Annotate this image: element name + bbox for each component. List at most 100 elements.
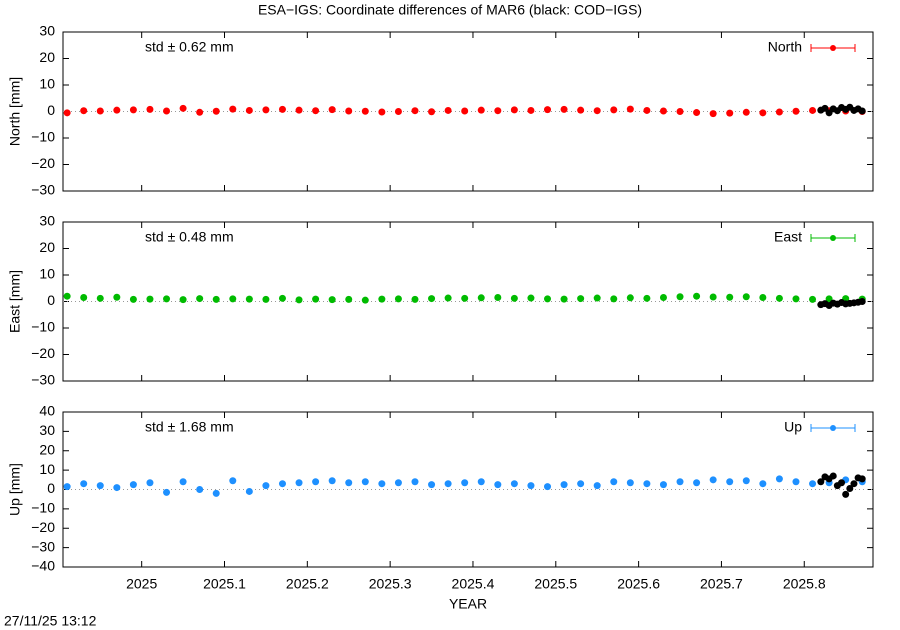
data-point <box>544 483 552 491</box>
y-axis-label: North [mm] <box>7 77 23 146</box>
data-point <box>278 294 286 302</box>
data-point <box>693 109 701 117</box>
data-point <box>726 293 734 301</box>
data-point <box>643 294 651 302</box>
data-point <box>494 294 502 302</box>
data-point <box>361 478 369 486</box>
y-tick-label: 0 <box>47 480 55 496</box>
data-point <box>345 107 353 115</box>
data-point <box>146 105 154 113</box>
data-point <box>742 477 750 485</box>
data-point <box>626 294 634 302</box>
data-point <box>295 296 303 304</box>
y-tick-label: 40 <box>39 403 55 419</box>
data-point <box>163 107 171 115</box>
y-tick-label: −30 <box>31 372 55 388</box>
data-point <box>394 479 402 487</box>
data-point <box>444 106 452 114</box>
data-point <box>245 487 253 495</box>
data-point <box>295 106 303 114</box>
y-tick-label: −10 <box>31 319 55 335</box>
data-point <box>510 480 518 488</box>
data-point <box>411 295 419 303</box>
data-point <box>196 295 204 303</box>
data-point <box>742 108 750 116</box>
data-point <box>229 105 237 113</box>
data-point <box>676 108 684 115</box>
data-point <box>63 109 71 117</box>
y-tick-label: −40 <box>31 558 55 574</box>
data-point <box>179 296 187 304</box>
data-point <box>96 294 104 302</box>
y-tick-label: −20 <box>31 155 55 171</box>
x-tick-label: 2025.2 <box>286 576 329 592</box>
data-point <box>659 481 667 489</box>
y-tick-label: 30 <box>39 213 55 229</box>
data-point <box>80 480 88 488</box>
data-point <box>229 295 237 303</box>
data-point <box>444 480 452 488</box>
data-point <box>212 295 220 303</box>
data-point <box>163 295 171 303</box>
y-tick-label: −30 <box>31 538 55 554</box>
data-point <box>345 479 353 487</box>
data-point <box>113 293 121 301</box>
data-point <box>262 295 270 303</box>
annotation: std ± 0.48 mm <box>145 229 234 245</box>
y-tick-label: −30 <box>31 182 55 198</box>
data-point <box>312 295 320 303</box>
data-point <box>80 294 88 302</box>
y-tick-label: 10 <box>39 266 55 282</box>
y-tick-label: 10 <box>39 76 55 92</box>
data-point <box>560 105 568 113</box>
data-point <box>278 480 286 488</box>
data-point <box>245 106 253 114</box>
data-point <box>593 107 601 115</box>
data-point <box>858 475 866 483</box>
data-point <box>477 106 485 114</box>
data-point <box>113 484 121 492</box>
data-point <box>378 108 386 116</box>
data-point <box>838 479 846 487</box>
data-point <box>759 294 767 302</box>
data-point <box>361 296 369 304</box>
data-point <box>461 479 469 487</box>
data-point <box>428 481 436 489</box>
data-point <box>817 478 825 486</box>
y-axis-label: Up [mm] <box>7 463 23 516</box>
x-tick-label: 2025.5 <box>534 576 577 592</box>
data-point <box>846 485 854 493</box>
legend-symbol <box>830 45 836 51</box>
data-point <box>361 107 369 115</box>
data-point <box>461 294 469 302</box>
data-point <box>577 106 585 114</box>
data-point <box>858 107 866 115</box>
data-point <box>829 472 837 480</box>
data-point <box>328 106 336 114</box>
y-tick-label: 0 <box>47 292 55 308</box>
data-point <box>146 295 154 303</box>
data-point <box>229 477 237 485</box>
data-point <box>411 478 419 486</box>
data-point <box>129 295 137 303</box>
data-point <box>494 481 502 489</box>
data-point <box>792 295 800 303</box>
data-point <box>792 478 800 486</box>
data-point <box>610 295 618 303</box>
data-point <box>775 475 783 483</box>
data-point <box>494 107 502 115</box>
data-point <box>759 109 767 117</box>
data-point <box>693 479 701 487</box>
data-point <box>278 105 286 113</box>
data-point <box>328 477 336 485</box>
data-point <box>411 107 419 115</box>
data-point <box>544 295 552 303</box>
data-point <box>510 106 518 114</box>
data-point <box>742 293 750 301</box>
data-point <box>163 488 171 496</box>
legend-label: East <box>774 229 802 245</box>
data-point <box>394 295 402 303</box>
data-point <box>775 108 783 116</box>
y-tick-label: 30 <box>39 23 55 39</box>
data-point <box>560 295 568 303</box>
